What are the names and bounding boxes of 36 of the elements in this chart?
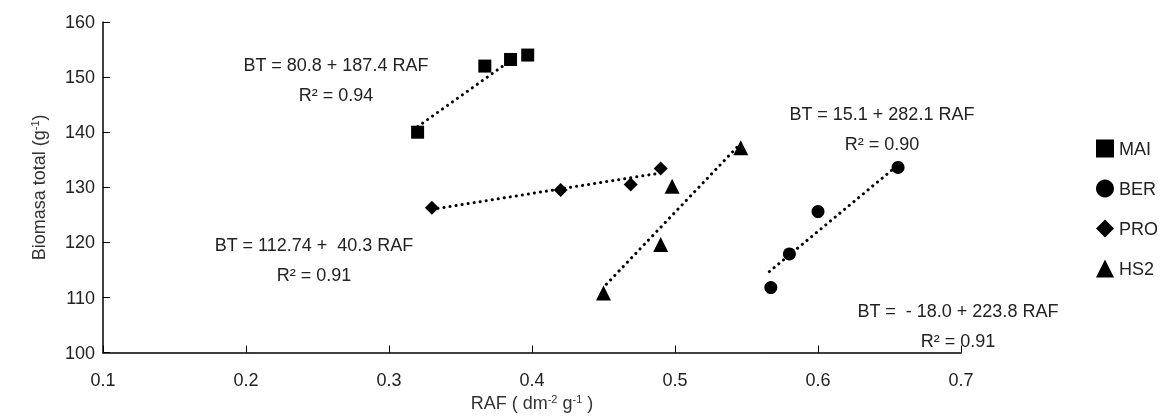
x-tick-label: 0.5 — [662, 369, 688, 390]
point — [478, 59, 492, 73]
point — [891, 160, 905, 174]
point — [664, 178, 680, 194]
point — [811, 205, 825, 219]
y-tick-label: 120 — [64, 232, 95, 253]
point — [596, 285, 611, 301]
point — [623, 177, 638, 192]
point — [653, 161, 668, 176]
point — [504, 52, 518, 66]
y-tick-label: 160 — [64, 12, 95, 32]
annotation: BT = 80.8 + 187.4 RAF R² = 0.94 — [243, 55, 429, 105]
y-tick-label: 140 — [64, 122, 95, 143]
x-tick-label: 0.7 — [948, 369, 974, 390]
annotation: BT = - 18.0 + 223.8 RAF R² = 0.91 — [857, 301, 1059, 351]
x-tick-label: 0.3 — [376, 369, 402, 390]
y-tick-label: 130 — [64, 177, 95, 198]
point — [764, 281, 778, 295]
point — [653, 237, 669, 253]
y-tick-label: 110 — [66, 287, 95, 308]
point — [521, 48, 535, 62]
x-tick-label: 0.2 — [233, 369, 259, 390]
legend-label: BER — [1118, 178, 1157, 199]
y-tick-label: 150 — [64, 67, 95, 88]
legend-label: MAI — [1118, 138, 1152, 159]
y-axis-title: Biomasa total (g-1) — [28, 114, 49, 261]
y-tick-label: 100 — [64, 342, 95, 363]
legend-label: PRO — [1118, 218, 1159, 239]
annotation: BT = 112.74 + 40.3 RAF R² = 0.91 — [214, 235, 414, 285]
legend-label: HS2 — [1118, 258, 1155, 279]
x-tick-label: 0.4 — [519, 369, 545, 390]
x-tick-label: 0.6 — [805, 369, 831, 390]
point — [733, 140, 749, 156]
point — [411, 125, 425, 139]
x-tick-label: 0.1 — [90, 369, 116, 390]
annotation: BT = 15.1 + 282.1 RAF R² = 0.90 — [789, 104, 975, 154]
